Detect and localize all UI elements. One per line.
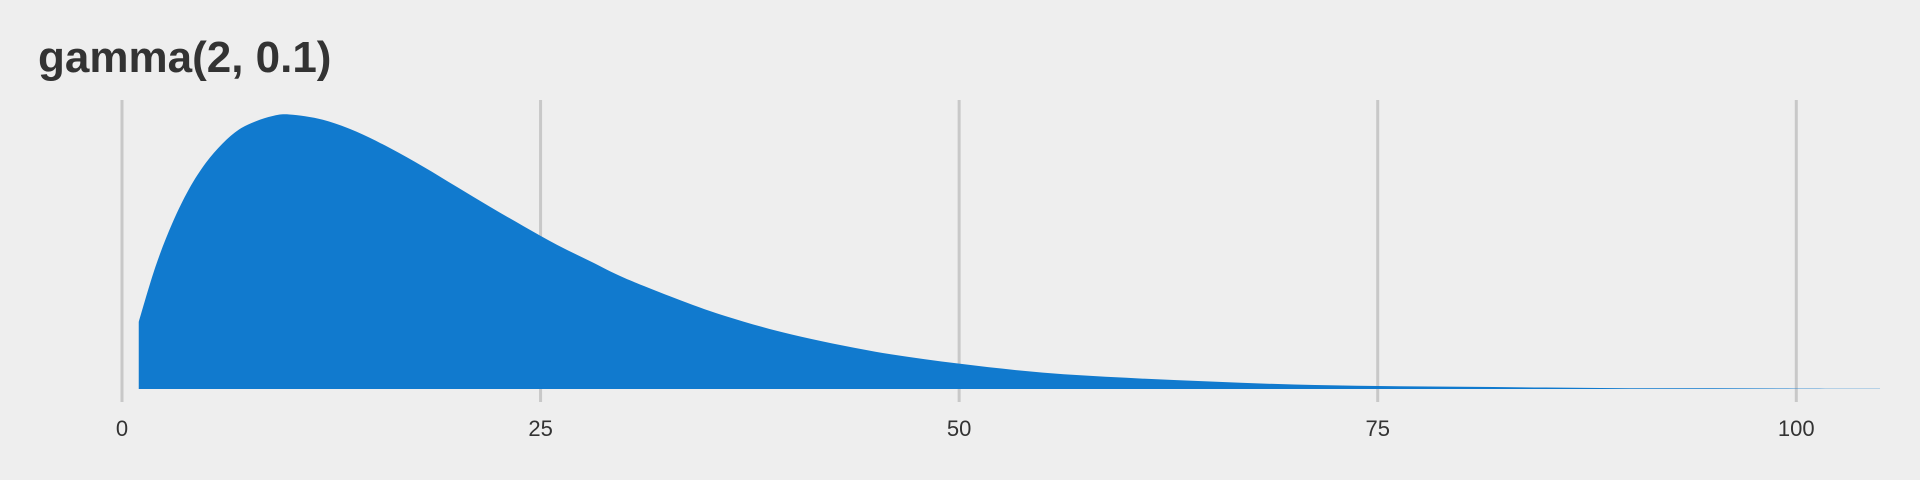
x-axis-ticks: 0 25 50 75 100 [116,416,1815,441]
chart-title: gamma(2, 0.1) [38,33,332,82]
x-tick-label-25: 25 [528,416,552,441]
x-tick-label-0: 0 [116,416,128,441]
x-tick-label-75: 75 [1365,416,1389,441]
x-tick-label-50: 50 [947,416,971,441]
x-tick-label-100: 100 [1778,416,1815,441]
density-area-layer [138,114,1881,390]
density-area [138,114,1881,390]
